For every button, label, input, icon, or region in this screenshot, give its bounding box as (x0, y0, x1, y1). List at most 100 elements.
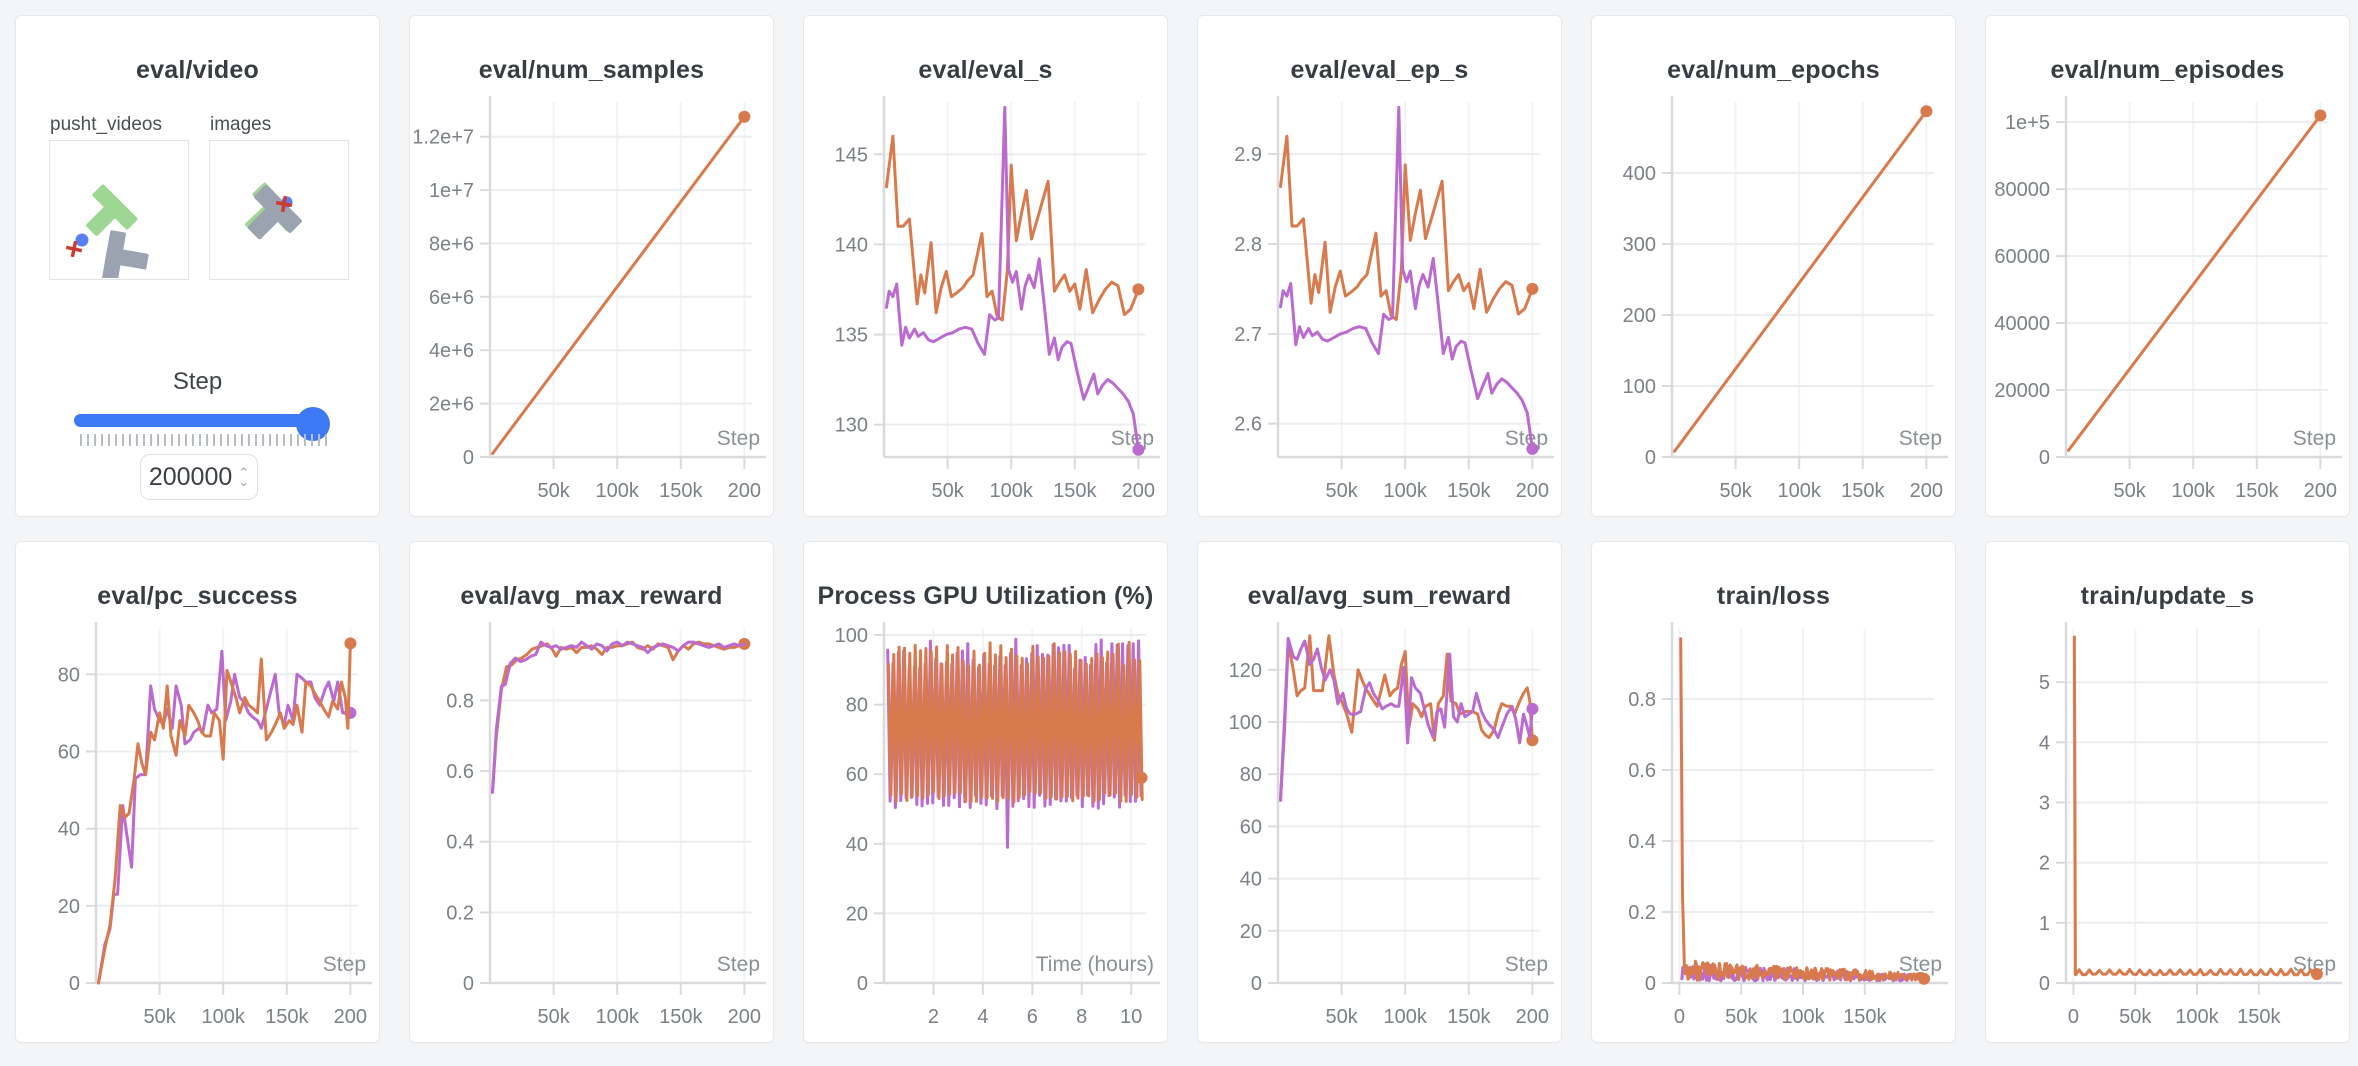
y-tick-label: 200 (1623, 305, 1656, 327)
x-tick-label: 200 (1910, 480, 1943, 502)
x-tick-label: 150k (659, 1006, 703, 1028)
y-tick-label: 100 (1229, 712, 1262, 734)
x-axis-title: Step (2293, 427, 2336, 450)
images-thumbnail[interactable] (209, 140, 349, 280)
chart-canvas-eval-num-epochs[interactable]: 0 100 200 300 400 50k 100k 150k 200 Step (1592, 16, 1956, 517)
y-tick-label: 0 (463, 973, 474, 995)
x-tick-label: 150k (2235, 480, 2279, 502)
x-tick-label: 100k (2175, 1006, 2219, 1028)
chart-title: Process GPU Utilization (%) (817, 582, 1154, 610)
y-tick-label: 80 (1240, 764, 1262, 786)
block-t-shape (102, 230, 149, 282)
x-tick-label: 50k (143, 1006, 176, 1028)
x-axis-title: Step (1505, 427, 1548, 450)
step-slider[interactable] (74, 407, 332, 450)
y-tick-label: 40 (58, 819, 80, 841)
x-axis-title: Step (717, 953, 760, 976)
x-axis-title: Step (717, 427, 760, 450)
x-axis-title: Step (1111, 427, 1154, 450)
y-tick-label: 0 (857, 973, 868, 995)
images-label: images (210, 114, 272, 135)
panel-train-loss: 0 0.2 0.4 0.6 0.8 0 50k 100k 150k Step train/loss (1591, 541, 1956, 1043)
step-value: 200000 (148, 462, 233, 491)
x-tick-label: 100k (1383, 1006, 1427, 1028)
slider-track[interactable] (74, 407, 330, 441)
chart-canvas-eval-pc-success[interactable]: 0 20 40 60 80 50k 100k 150k 200 Step (16, 542, 380, 1043)
y-tick-label: 0.6 (446, 761, 474, 783)
y-tick-label: 1e+5 (2005, 112, 2050, 134)
endpoint-dot-orange-run (1135, 771, 1148, 784)
series-line-purple-run (1279, 105, 1534, 451)
y-tick-label: 0.8 (1628, 689, 1656, 711)
x-tick-label: 150k (1447, 480, 1491, 502)
x-tick-label: 10 (1120, 1006, 1142, 1028)
y-tick-label: 130 (835, 415, 868, 437)
y-tick-label: 20 (846, 903, 868, 925)
x-tick-label: 150k (1843, 1006, 1887, 1028)
x-tick-label: 200 (728, 480, 761, 502)
target-t-shape (86, 184, 138, 236)
y-tick-label: 300 (1623, 234, 1656, 256)
x-tick-label: 150k (659, 480, 703, 502)
x-tick-label: 4 (977, 1006, 988, 1028)
panel-eval-num-episodes: 0 20000 40000 60000 80000 1e+5 50k 100k 150k 200 S… (1985, 15, 2350, 517)
chart-canvas-train-update-s[interactable]: 0 1 2 3 4 5 0 50k 100k 150k Step (1986, 542, 2350, 1043)
y-tick-label: 0.4 (446, 832, 474, 854)
y-tick-label: 0 (1645, 973, 1656, 995)
endpoint-dot-orange-run (1132, 283, 1145, 296)
x-axis-title: Step (1505, 953, 1548, 976)
y-tick-label: 80 (58, 664, 80, 686)
x-tick-label: 0 (1674, 1006, 1685, 1028)
series-line-orange-run (1673, 109, 1928, 453)
x-tick-label: 100k (595, 480, 639, 502)
chart-canvas-process-gpu-utilization[interactable]: 0 20 40 60 80 100 2 4 6 8 10 Time (hours) (804, 542, 1168, 1043)
x-tick-label: 8 (1076, 1006, 1087, 1028)
goal-cross (275, 195, 293, 213)
chart-canvas-eval-num-episodes[interactable]: 0 20000 40000 60000 80000 1e+5 50k 100k 150k 200 S… (1986, 16, 2350, 517)
y-tick-label: 1e+7 (429, 180, 474, 202)
x-tick-label: 100k (989, 480, 1033, 502)
agent-dot (75, 233, 89, 247)
y-tick-label: 20 (58, 896, 80, 918)
y-tick-label: 0.8 (446, 690, 474, 712)
series-line-orange-run (1679, 637, 1925, 982)
x-axis-title: Step (1899, 427, 1942, 450)
x-tick-label: 50k (2113, 480, 2146, 502)
chart-canvas-train-loss[interactable]: 0 0.2 0.4 0.6 0.8 0 50k 100k 150k Step (1592, 542, 1956, 1043)
chart-title: train/loss (1716, 582, 1831, 610)
pusht-video-thumbnail[interactable] (49, 140, 189, 282)
y-tick-label: 100 (1623, 376, 1656, 398)
y-tick-label: 2.8 (1234, 234, 1262, 256)
y-tick-label: 0 (463, 447, 474, 469)
y-tick-label: 140 (835, 234, 868, 256)
series-line-orange-run (491, 115, 746, 456)
chart-canvas-eval-eval-ep-s[interactable]: 2.6 2.7 2.8 2.9 50k 100k 150k 200 Step (1198, 16, 1562, 517)
x-tick-label: 6 (1027, 1006, 1038, 1028)
step-number-input[interactable]: 200000 ⌃ ⌄ (140, 454, 258, 500)
series-line-orange-run (1279, 634, 1534, 802)
step-decrement-icon[interactable]: ⌄ (238, 474, 250, 489)
y-tick-label: 0 (2039, 447, 2050, 469)
x-tick-label: 50k (1325, 1006, 1358, 1028)
step-increment-icon[interactable]: ⌃ (238, 465, 250, 480)
panel-process-gpu-utilization: 0 20 40 60 80 100 2 4 6 8 10 Time (hours) Process G… (803, 541, 1168, 1043)
series-line-orange-run (2072, 635, 2316, 977)
y-tick-label: 0 (69, 973, 80, 995)
pusht-image (245, 182, 302, 240)
chart-canvas-eval-avg-max-reward[interactable]: 0 0.2 0.4 0.6 0.8 50k 100k 150k 200 Step (410, 542, 774, 1043)
stepper-buttons[interactable]: ⌃ ⌄ (238, 465, 250, 489)
chart-canvas-eval-eval-s[interactable]: 130 135 140 145 50k 100k 150k 200 Step (804, 16, 1168, 517)
panel-eval-avg-sum-reward: 0 20 40 60 80 100 120 50k 100k 150k 200 Step eval/a… (1197, 541, 1562, 1043)
y-tick-label: 1 (2039, 913, 2050, 935)
y-tick-label: 2.9 (1234, 144, 1262, 166)
chart-canvas-eval-num-samples[interactable]: 0 2e+6 4e+6 6e+6 8e+6 1e+7 1.2e+7 50k 100k 150k 20… (410, 16, 774, 517)
panel-eval-eval-s: 130 135 140 145 50k 100k 150k 200 Step eval/eval… (803, 15, 1168, 517)
x-tick-label: 200 (2304, 480, 2337, 502)
y-tick-label: 0.2 (446, 902, 474, 924)
endpoint-dot-orange-run (344, 637, 357, 650)
panel-eval-num-epochs: 0 100 200 300 400 50k 100k 150k 200 Step eval/num… (1591, 15, 1956, 517)
media-panel-title: eval/video (136, 56, 259, 84)
y-tick-label: 0 (1645, 447, 1656, 469)
x-tick-label: 150k (2237, 1006, 2281, 1028)
chart-canvas-eval-avg-sum-reward[interactable]: 0 20 40 60 80 100 120 50k 100k 150k 200 Step (1198, 542, 1562, 1043)
